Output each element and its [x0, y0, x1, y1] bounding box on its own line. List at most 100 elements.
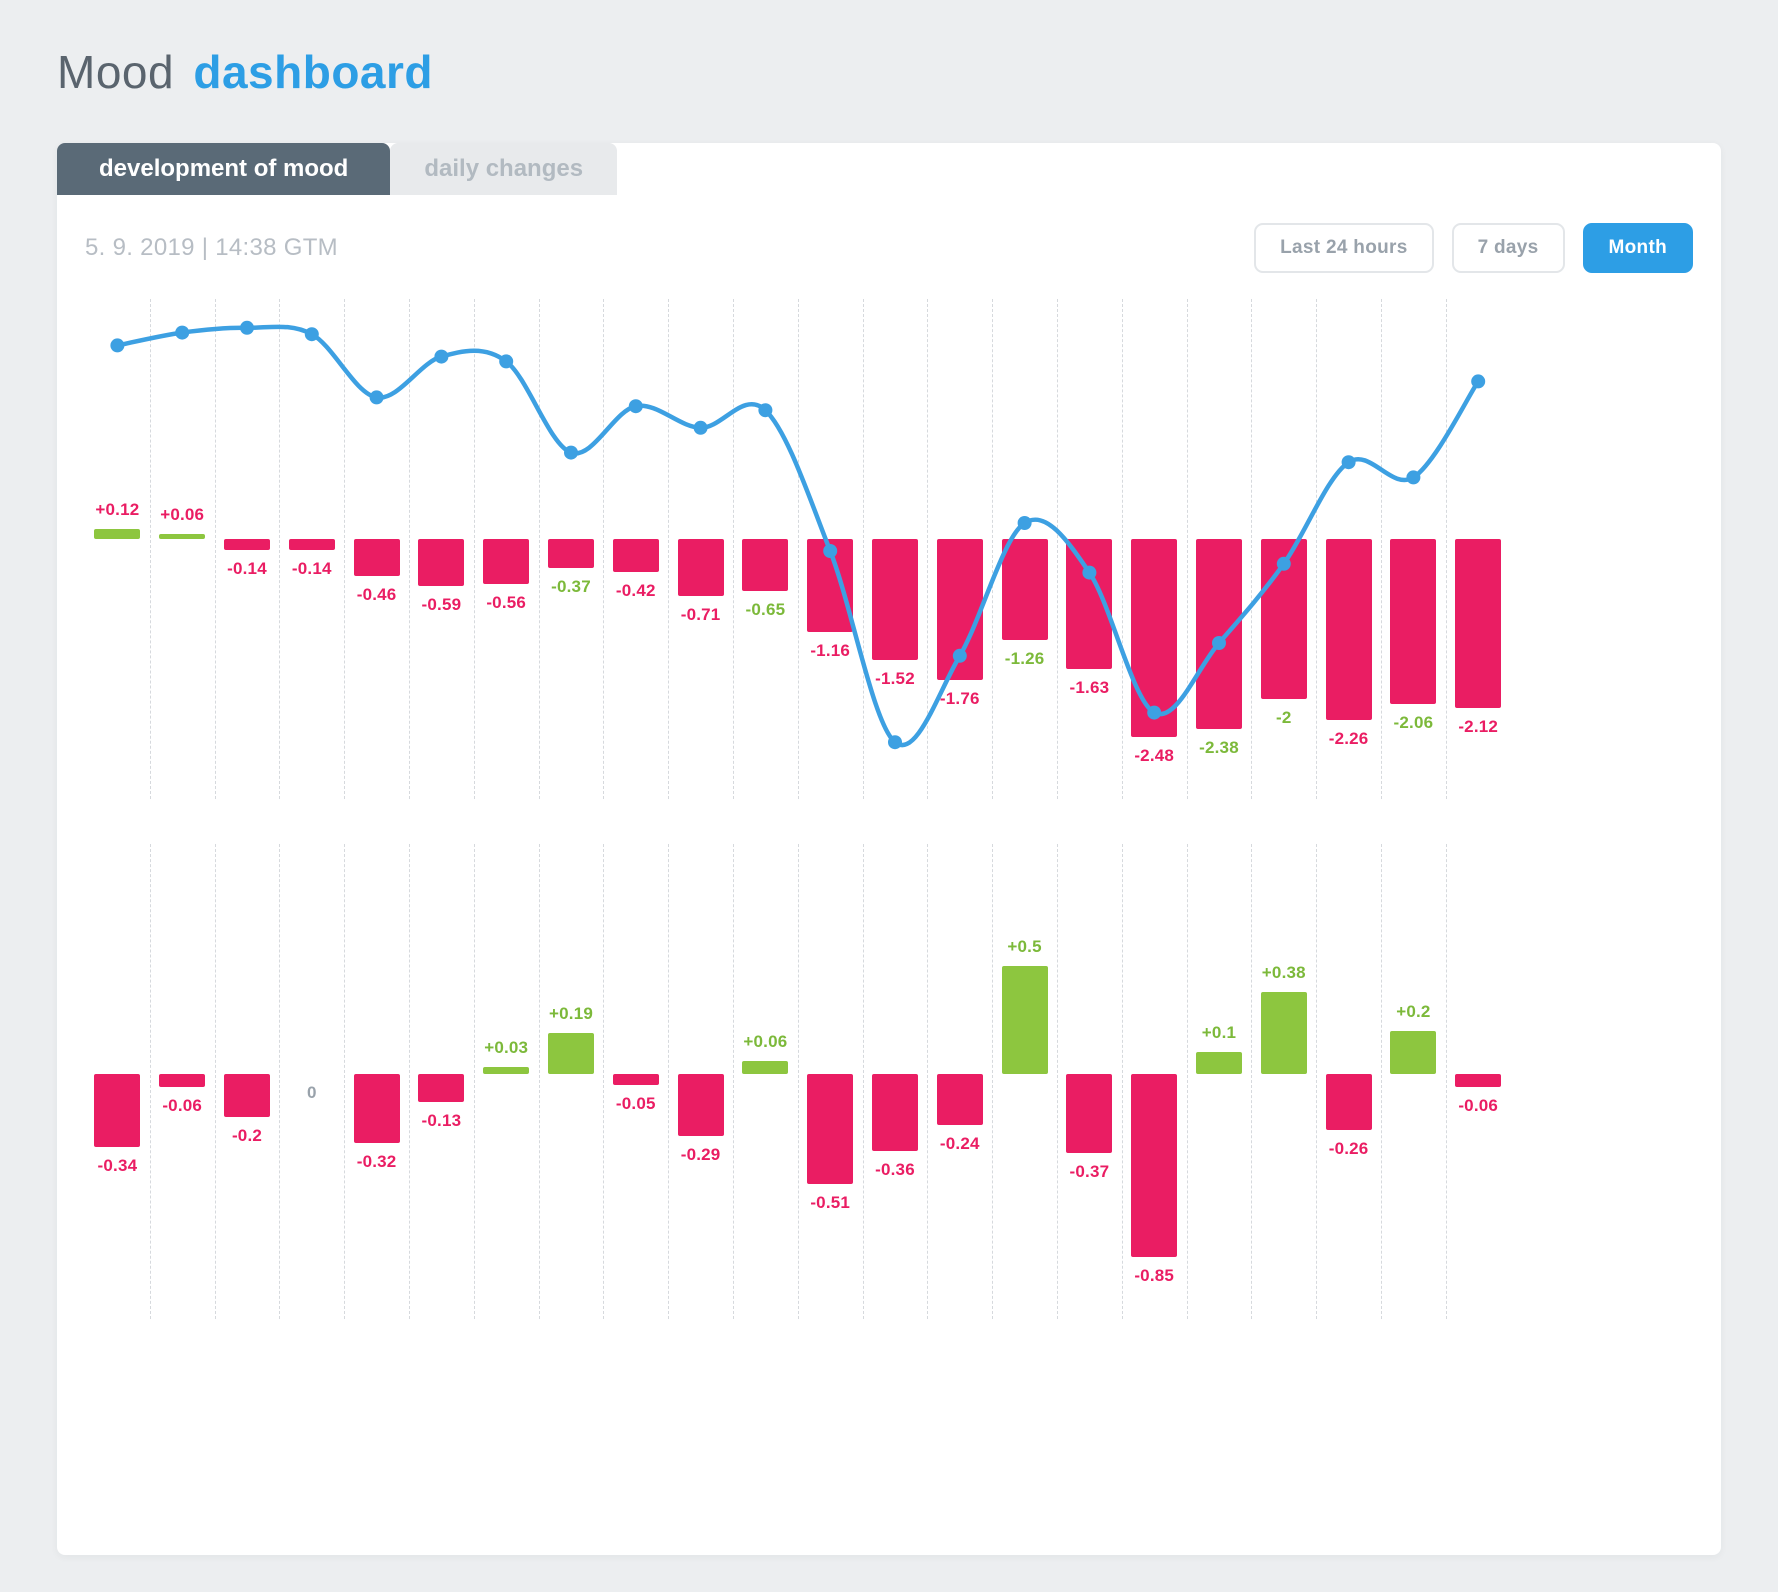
bar-value-label: -0.32: [356, 1151, 397, 1171]
gridline: [538, 298, 540, 799]
bar-value-label: -0.14: [291, 559, 332, 579]
bar-value-label: +0.1: [1201, 1023, 1237, 1043]
bar-value-label: -0.37: [1069, 1162, 1110, 1182]
datetime-label: 5. 9. 2019 | 14:38 GTM: [85, 233, 338, 261]
bar: [1325, 1073, 1372, 1130]
tab-development-of-mood[interactable]: development of mood: [57, 142, 391, 195]
gridline: [603, 843, 605, 1319]
gridline: [214, 843, 216, 1319]
line-point: [1406, 470, 1421, 485]
bar: [807, 1073, 854, 1184]
bar-value-label: +0.03: [484, 1038, 529, 1058]
gridline: [862, 843, 864, 1319]
bar-value-label: -2.48: [1134, 746, 1175, 766]
bar: [159, 534, 206, 539]
page-title-accent: dashboard: [193, 46, 434, 98]
bar-value-label: +0.06: [160, 505, 205, 525]
gridline: [1121, 298, 1123, 799]
bar-value-label: +0.06: [743, 1031, 788, 1051]
bar: [1066, 1073, 1113, 1154]
bar: [807, 538, 854, 632]
gridline: [1186, 298, 1188, 799]
bar-value-label: -2.12: [1458, 717, 1499, 737]
bar: [1001, 538, 1048, 640]
bar-value-label: 0: [306, 1082, 317, 1102]
bar: [1196, 538, 1242, 730]
line-point: [628, 399, 643, 414]
toolbar: 5. 9. 2019 | 14:38 GTM Last 24 hours 7 d…: [85, 222, 1693, 273]
bar-value-label: -0.29: [680, 1145, 721, 1165]
gridline: [149, 298, 151, 799]
bar: [483, 1067, 530, 1074]
line-point: [369, 390, 384, 405]
bar: [224, 538, 270, 551]
line-point: [564, 445, 578, 460]
bar-value-label: -0.37: [551, 577, 591, 597]
bar-value-label: -0.13: [421, 1110, 462, 1130]
bar-value-label: -0.46: [356, 584, 397, 604]
bar-value-label: -0.05: [615, 1093, 656, 1113]
bar-value-label: -0.65: [745, 599, 786, 619]
gridline: [927, 843, 929, 1319]
bar: [483, 538, 530, 584]
bar-value-label: -0.42: [615, 581, 656, 601]
range-7-days-button[interactable]: 7 days: [1451, 222, 1565, 273]
bar: [936, 538, 983, 680]
gridline: [927, 298, 929, 799]
bar-value-label: -0.14: [227, 559, 267, 579]
bar: [548, 1033, 594, 1074]
bar: [1260, 538, 1307, 699]
gridline: [668, 843, 670, 1319]
gridline: [344, 298, 346, 799]
line-point: [1341, 455, 1356, 470]
line-point: [1017, 515, 1032, 530]
bar: [1260, 992, 1307, 1074]
tab-daily-changes[interactable]: daily changes: [390, 142, 618, 195]
bar-value-label: -1.26: [1004, 648, 1045, 668]
bar-value-label: -1.63: [1069, 678, 1110, 698]
bar: [418, 538, 465, 587]
line-point: [110, 338, 125, 353]
line-point: [175, 325, 190, 340]
range-last-24-hours-button[interactable]: Last 24 hours: [1254, 222, 1434, 273]
gridline: [1381, 843, 1382, 1319]
bar: [677, 1073, 724, 1137]
bar-value-label: -0.24: [939, 1134, 980, 1154]
gridline: [992, 298, 994, 799]
bar: [94, 529, 141, 539]
gridline: [862, 298, 864, 799]
bar-value-label: -0.71: [680, 604, 721, 624]
gridline: [279, 298, 281, 799]
page-title-primary: Mood: [57, 46, 175, 98]
bar: [418, 1073, 465, 1102]
bar-value-label: -2.38: [1199, 738, 1239, 758]
bar: [94, 1073, 141, 1147]
bar-value-label: -0.34: [97, 1155, 138, 1175]
gridline: [149, 843, 151, 1319]
bar: [1131, 538, 1178, 738]
range-month-button[interactable]: Month: [1582, 222, 1693, 273]
bar-value-label: -2: [1276, 707, 1292, 727]
gridline: [1057, 843, 1058, 1319]
development-of-mood-chart: +0.12 +0.06 -0.14 -0.14 -0.46 -0.59 -0.56 -0.37…: [85, 298, 1511, 799]
line-point: [499, 354, 514, 369]
bar: [612, 538, 659, 573]
bar: [936, 1073, 983, 1126]
chart-tabs: development of mood daily changes: [57, 142, 1721, 195]
gridline: [1186, 843, 1188, 1319]
bar-value-label: -0.56: [486, 592, 527, 612]
gridline: [1121, 843, 1123, 1319]
gridline: [733, 298, 734, 799]
bar: [1066, 538, 1113, 670]
bar-value-label: -0.06: [162, 1095, 203, 1115]
bar: [288, 538, 335, 551]
gridline: [797, 298, 799, 799]
bar-value-label: -0.06: [1458, 1095, 1499, 1115]
gridline: [797, 843, 799, 1319]
dashboard-card: development of mood daily changes 5. 9. …: [57, 142, 1721, 1555]
bar-value-label: +0.2: [1396, 1001, 1431, 1021]
bar: [224, 1073, 270, 1117]
bar: [612, 1073, 659, 1085]
bar: [1455, 1073, 1502, 1087]
bar-value-label: -1.16: [810, 640, 851, 660]
